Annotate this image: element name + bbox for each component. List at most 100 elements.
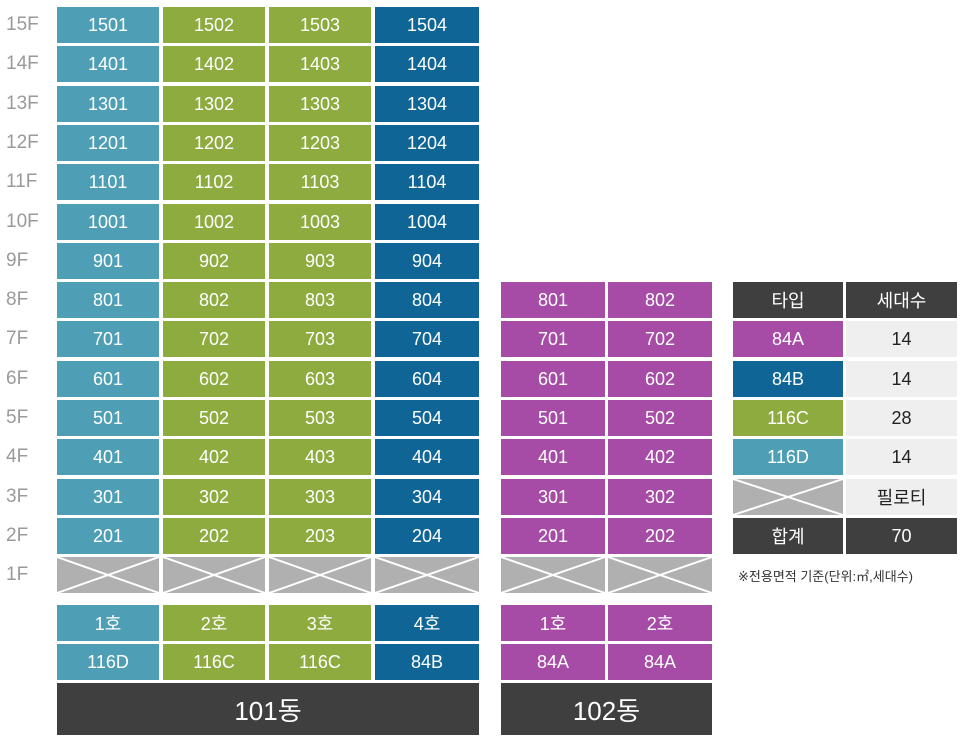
- unit-cell: 1103: [269, 164, 371, 200]
- building-name-102: 102동: [501, 683, 712, 735]
- legend-note: ※전용면적 기준(단위:㎡,세대수): [738, 569, 913, 584]
- type-label: 84B: [375, 644, 479, 680]
- floor-label: 1F: [6, 564, 29, 585]
- legend-type: 116C: [733, 400, 843, 436]
- floor-label: 13F: [6, 93, 39, 114]
- unit-cell: 1203: [269, 125, 371, 161]
- unit-cell: 502: [163, 400, 265, 436]
- line-label: 2호: [163, 605, 265, 641]
- line-label: 1호: [501, 605, 605, 641]
- unit-cell: 203: [269, 518, 371, 554]
- line-label: 2호: [608, 605, 712, 641]
- unit-cell: 701: [57, 321, 159, 357]
- unit-cell: 1003: [269, 204, 371, 240]
- floor-label: 9F: [6, 250, 29, 271]
- unit-cell: 1304: [375, 86, 479, 122]
- pilotis-cross-icon: [163, 557, 265, 593]
- unit-cell: 703: [269, 321, 371, 357]
- unit-cell: 1401: [57, 46, 159, 82]
- unit-cell: 301: [501, 479, 605, 515]
- floor-label: 2F: [6, 525, 29, 546]
- legend-pilotis-label: 필로티: [846, 479, 957, 515]
- legend-count: 14: [846, 321, 957, 357]
- unit-cell: 702: [163, 321, 265, 357]
- unit-cell: 202: [163, 518, 265, 554]
- unit-cell: 1501: [57, 7, 159, 43]
- pilotis-cell: [501, 557, 605, 593]
- unit-cell: 702: [608, 321, 712, 357]
- unit-cell: 401: [501, 439, 605, 475]
- building-name-101: 101동: [57, 683, 479, 735]
- unit-cell: 302: [163, 479, 265, 515]
- unit-cell: 801: [57, 282, 159, 318]
- floor-label: 6F: [6, 368, 29, 389]
- type-label: 116C: [269, 644, 371, 680]
- pilotis-cross-icon: [269, 557, 371, 593]
- unit-cell: 1204: [375, 125, 479, 161]
- unit-cell: 1301: [57, 86, 159, 122]
- unit-cell: 901: [57, 243, 159, 279]
- unit-cell: 1004: [375, 204, 479, 240]
- unit-cell: 802: [608, 282, 712, 318]
- unit-cell: 1001: [57, 204, 159, 240]
- unit-cell: 1402: [163, 46, 265, 82]
- legend-pilotis-swatch: [733, 479, 843, 515]
- legend-header-type: 타입: [733, 282, 843, 318]
- unit-cell: 402: [608, 439, 712, 475]
- floor-label: 15F: [6, 14, 39, 35]
- unit-cell: 401: [57, 439, 159, 475]
- unit-cell: 204: [375, 518, 479, 554]
- line-label: 1호: [57, 605, 159, 641]
- floor-label: 10F: [6, 211, 39, 232]
- unit-cell: 403: [269, 439, 371, 475]
- pilotis-cross-icon: [608, 557, 712, 593]
- unit-cell: 801: [501, 282, 605, 318]
- pilotis-cross-icon: [501, 557, 605, 593]
- type-label: 116C: [163, 644, 265, 680]
- floor-label: 7F: [6, 328, 29, 349]
- unit-cell: 903: [269, 243, 371, 279]
- legend-type: 84A: [733, 321, 843, 357]
- legend-count: 14: [846, 439, 957, 475]
- unit-cell: 501: [57, 400, 159, 436]
- line-label: 4호: [375, 605, 479, 641]
- unit-cell: 502: [608, 400, 712, 436]
- legend-type: 84B: [733, 361, 843, 397]
- unit-cell: 1102: [163, 164, 265, 200]
- unit-cell: 302: [608, 479, 712, 515]
- unit-cell: 602: [608, 361, 712, 397]
- unit-cell: 1302: [163, 86, 265, 122]
- type-label: 116D: [57, 644, 159, 680]
- legend-count: 14: [846, 361, 957, 397]
- unit-cell: 501: [501, 400, 605, 436]
- floor-label: 8F: [6, 289, 29, 310]
- legend-count: 28: [846, 400, 957, 436]
- legend-header-count: 세대수: [846, 282, 957, 318]
- pilotis-cross-icon: [733, 479, 843, 515]
- type-label: 84A: [501, 644, 605, 680]
- unit-cell: 601: [501, 361, 605, 397]
- unit-cell: 202: [608, 518, 712, 554]
- unit-cell: 1504: [375, 7, 479, 43]
- floor-label: 12F: [6, 132, 39, 153]
- legend-type: 116D: [733, 439, 843, 475]
- unit-cell: 504: [375, 400, 479, 436]
- pilotis-cross-icon: [375, 557, 479, 593]
- unit-cell: 301: [57, 479, 159, 515]
- legend-total-label: 합계: [733, 518, 843, 554]
- unit-cell: 1502: [163, 7, 265, 43]
- pilotis-cell: [163, 557, 265, 593]
- unit-cell: 1202: [163, 125, 265, 161]
- unit-cell: 701: [501, 321, 605, 357]
- pilotis-cell: [375, 557, 479, 593]
- unit-cell: 1503: [269, 7, 371, 43]
- unit-cell: 201: [501, 518, 605, 554]
- floor-label: 3F: [6, 486, 29, 507]
- unit-cell: 902: [163, 243, 265, 279]
- unit-cell: 304: [375, 479, 479, 515]
- unit-cell: 1403: [269, 46, 371, 82]
- unit-cell: 704: [375, 321, 479, 357]
- type-label: 84A: [608, 644, 712, 680]
- pilotis-cell: [608, 557, 712, 593]
- line-label: 3호: [269, 605, 371, 641]
